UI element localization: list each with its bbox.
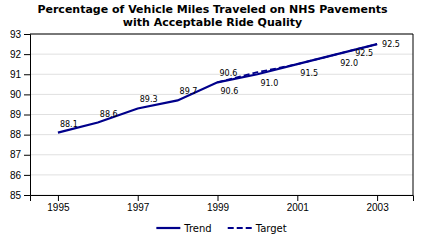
chart-title: Percentage of Vehicle Miles Traveled on … <box>37 3 388 29</box>
tick: 86 <box>10 170 30 181</box>
data-label: 90.6 <box>220 69 238 78</box>
legend-label: Trend <box>183 223 211 234</box>
axis-domain <box>31 196 414 202</box>
y-axis: 85 86 87 88 89 90 91 92 93 <box>10 29 31 201</box>
tick: 91 <box>10 69 30 80</box>
tick-mark <box>24 175 30 176</box>
tick-mark <box>24 74 30 75</box>
data-label: 92.5 <box>382 40 400 49</box>
tick-mark <box>24 34 30 35</box>
legend-item: Target <box>228 223 287 234</box>
tick-mark <box>24 115 30 116</box>
data-label: 88.1 <box>60 120 78 129</box>
tick-mark <box>58 195 59 201</box>
tick-label: 87 <box>10 149 22 160</box>
tick-label: 1997 <box>127 202 150 213</box>
tick-mark <box>138 195 139 201</box>
tick: 2003 <box>366 195 389 213</box>
tick: 85 <box>10 190 30 201</box>
tick: 1997 <box>127 195 150 213</box>
tick-label: 93 <box>10 29 22 40</box>
tick: 92 <box>10 49 30 60</box>
grid-line <box>30 114 413 115</box>
data-label: 92.0 <box>340 59 358 68</box>
plot-area: 1995 1997 1999 2001 2003 85 86 87 88 89 90 91 92 93 88… <box>10 29 414 213</box>
legend-item: Trend <box>156 223 211 234</box>
tick-label: 89 <box>10 109 22 120</box>
tick-mark <box>24 54 30 55</box>
tick-mark <box>24 135 30 136</box>
legend-swatch <box>156 227 180 229</box>
grid-line <box>30 154 413 155</box>
chart-svg: Percentage of Vehicle Miles Traveled on … <box>0 0 425 239</box>
tick: 87 <box>10 149 30 160</box>
plot-frame <box>30 34 413 35</box>
tick: 90 <box>10 89 30 100</box>
x-axis: 1995 1997 1999 2001 2003 <box>31 195 414 213</box>
data-label: 92.5 <box>355 49 373 58</box>
data-label: 88.6 <box>100 110 118 119</box>
tick: 88 <box>10 129 30 140</box>
grid-line <box>30 174 413 175</box>
grid-line <box>30 134 413 135</box>
tick-label: 85 <box>10 190 22 201</box>
tick-label: 91 <box>10 69 22 80</box>
tick-mark <box>297 195 298 201</box>
tick-mark <box>24 155 30 156</box>
legend-label: Target <box>255 223 287 234</box>
chart-container: Percentage of Vehicle Miles Traveled on … <box>0 0 425 239</box>
tick-label: 1995 <box>47 202 70 213</box>
tick-label: 2003 <box>366 202 389 213</box>
data-labels: 88.188.689.389.790.691.091.592.092.590.6… <box>60 40 400 129</box>
tick-mark <box>218 195 219 201</box>
series-line <box>58 44 377 133</box>
grid-line <box>30 34 413 35</box>
tick: 93 <box>10 29 30 40</box>
marks <box>58 44 377 133</box>
data-label: 89.3 <box>140 95 158 104</box>
tick: 2001 <box>287 195 310 213</box>
grid <box>30 34 413 195</box>
data-label: 91.5 <box>300 69 318 78</box>
tick-label: 86 <box>10 170 22 181</box>
tick: 1999 <box>207 195 230 213</box>
data-label: 89.7 <box>180 87 198 96</box>
tick: 1995 <box>47 195 70 213</box>
tick-label: 90 <box>10 89 22 100</box>
tick-label: 88 <box>10 129 22 140</box>
tick-label: 92 <box>10 49 22 60</box>
chart-title-line: Percentage of Vehicle Miles Traveled on … <box>37 3 388 16</box>
data-label: 90.6 <box>221 87 239 96</box>
tick: 89 <box>10 109 30 120</box>
data-label: 91.0 <box>260 79 278 88</box>
tick-label: 1999 <box>207 202 230 213</box>
series-line <box>218 44 378 82</box>
tick-mark <box>24 195 30 196</box>
plot-frame <box>413 34 414 195</box>
legend-swatch <box>228 227 252 229</box>
tick-mark <box>24 94 30 95</box>
chart-title-line: with Acceptable Ride Quality <box>123 16 302 29</box>
legend: Trend Target <box>156 223 286 234</box>
tick-mark <box>377 195 378 201</box>
axis-domain <box>24 35 31 196</box>
tick-label: 2001 <box>287 202 310 213</box>
